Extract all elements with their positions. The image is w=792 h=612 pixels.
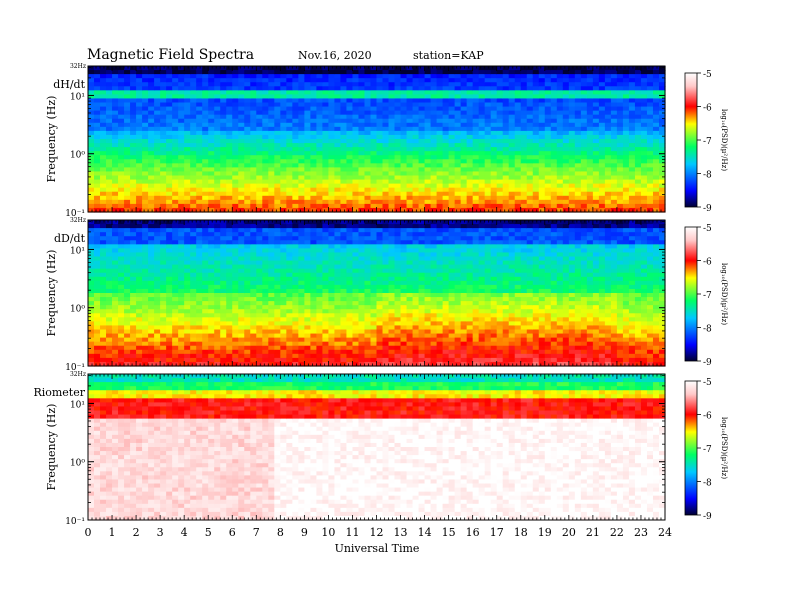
colorbar-tick-label: -5 <box>703 70 712 80</box>
colorbar-tick-label: -7 <box>703 137 712 147</box>
colorbar-gradient <box>684 226 698 362</box>
x-tick-label: 19 <box>538 526 552 539</box>
colorbar-label: log₁₀(PSD)(μ²/Hz) <box>720 263 728 325</box>
colorbar-tick-label: -9 <box>703 204 712 214</box>
colorbar-tick-label: -5 <box>703 224 712 234</box>
colorbar-tick-label: -6 <box>703 104 712 114</box>
y-tick-label: 10⁻¹ <box>65 363 85 373</box>
colorbar-tick-label: -8 <box>703 325 712 335</box>
y-axis-label: Frequency (Hz) <box>45 250 58 337</box>
x-tick-label: 3 <box>157 526 164 539</box>
colorbar-tick-label: -6 <box>703 258 712 268</box>
colorbar-gradient <box>684 380 698 516</box>
chart-title: Magnetic Field Spectra <box>87 47 254 63</box>
y-tick-label: 10⁰ <box>70 305 85 315</box>
x-tick-label: 13 <box>394 526 408 539</box>
x-tick-label: 5 <box>205 526 212 539</box>
top-frequency-label: 32Hz <box>70 217 86 224</box>
x-tick-label: 20 <box>562 526 576 539</box>
y-tick-label: 10¹ <box>70 92 85 102</box>
x-tick-label: 18 <box>514 526 528 539</box>
colorbar-tick-label: -5 <box>703 378 712 388</box>
y-tick-label: 10⁻¹ <box>65 209 85 219</box>
heatmap-2 <box>88 374 666 521</box>
colorbar-tick-label: -8 <box>703 171 712 181</box>
x-tick-label: 0 <box>85 526 92 539</box>
x-tick-label: 9 <box>301 526 308 539</box>
y-tick-label: 10⁰ <box>70 151 85 161</box>
panel-label: Riometer <box>33 386 85 399</box>
x-axis: 0 1 2 3 4 5 6 7 8 9 10 11 12 13 14 15 16 17 18 19 20 21 22 23 24 <box>85 526 673 539</box>
chart-station: station=KAP <box>413 49 484 62</box>
top-frequency-label: 32Hz <box>70 63 86 70</box>
x-tick-label: 16 <box>466 526 480 539</box>
y-tick-label: 10¹ <box>70 400 85 410</box>
heatmap-1 <box>88 220 666 367</box>
colorbar-gradient <box>684 72 698 208</box>
colorbar-tick-label: -9 <box>703 512 712 522</box>
panel-label: dD/dt <box>54 232 86 245</box>
colorbar-tick-label: -8 <box>703 479 712 489</box>
x-tick-label: 4 <box>181 526 188 539</box>
x-tick-label: 21 <box>586 526 600 539</box>
panel-2: Riometer 32Hz Frequency (Hz) 10¹ 10⁰ 10⁻¹ -5 -6… <box>33 371 728 527</box>
x-tick-label: 15 <box>442 526 456 539</box>
top-frequency-label: 32Hz <box>70 371 86 378</box>
x-tick-label: 17 <box>490 526 504 539</box>
x-tick-label: 7 <box>253 526 260 539</box>
colorbar-tick-label: -7 <box>703 291 712 301</box>
x-tick-label: 22 <box>610 526 624 539</box>
panel-label: dH/dt <box>53 78 85 91</box>
y-tick-label: 10⁻¹ <box>65 517 85 527</box>
heatmap-0 <box>88 66 666 213</box>
y-axis-label: Frequency (Hz) <box>45 96 58 183</box>
y-tick-label: 10⁰ <box>70 459 85 469</box>
colorbar-tick-label: -7 <box>703 445 712 455</box>
x-tick-label: 23 <box>634 526 648 539</box>
colorbar-2: -5 -6 -7 -8 -9 log₁₀(PSD)(μ²/Hz) <box>684 378 728 522</box>
chart-date: Nov.16, 2020 <box>298 49 372 62</box>
colorbar-1: -5 -6 -7 -8 -9 log₁₀(PSD)(μ²/Hz) <box>684 224 728 368</box>
x-tick-label: 14 <box>418 526 432 539</box>
colorbar-label: log₁₀(PSD)(μ²/Hz) <box>720 109 728 171</box>
x-tick-label: 12 <box>370 526 384 539</box>
colorbar-0: -5 -6 -7 -8 -9 log₁₀(PSD)(μ²/Hz) <box>684 70 728 214</box>
colorbar-label: log₁₀(PSD)(μ²/Hz) <box>720 417 728 479</box>
x-tick-label: 6 <box>229 526 236 539</box>
x-tick-label: 2 <box>133 526 140 539</box>
y-tick-label: 10¹ <box>70 246 85 256</box>
x-tick-label: 8 <box>277 526 284 539</box>
x-tick-label: 10 <box>321 526 335 539</box>
x-axis-label: Universal Time <box>335 542 420 555</box>
y-axis-label: Frequency (Hz) <box>45 404 58 491</box>
x-tick-label: 1 <box>109 526 116 539</box>
colorbar-tick-label: -6 <box>703 412 712 422</box>
colorbar-tick-label: -9 <box>703 358 712 368</box>
x-tick-label: 24 <box>658 526 672 539</box>
x-tick-label: 11 <box>345 526 359 539</box>
